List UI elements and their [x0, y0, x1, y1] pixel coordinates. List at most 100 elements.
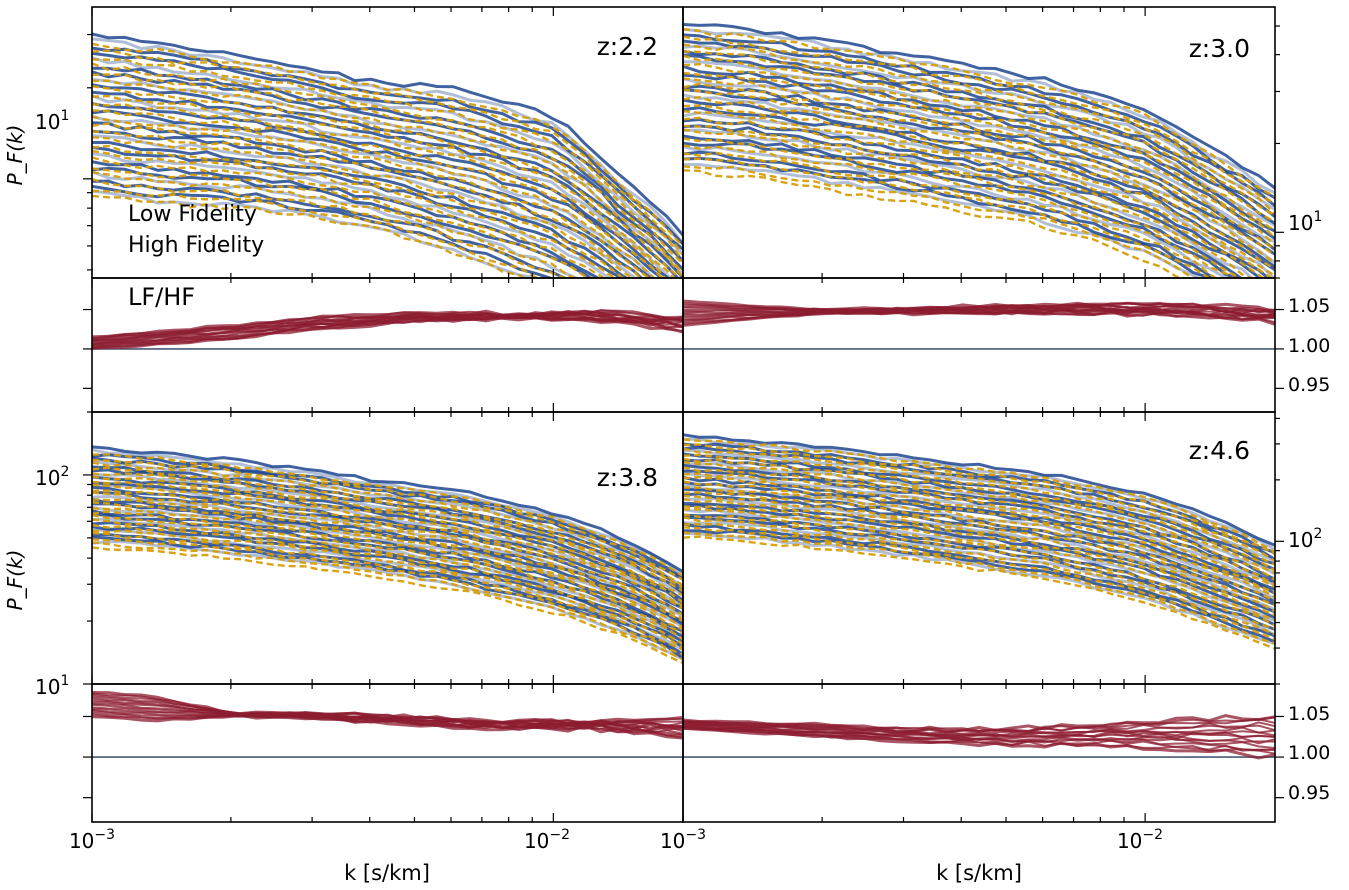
high-fidelity-line-2-7	[683, 124, 1265, 278]
high-fidelity-line-6-15	[683, 466, 1275, 581]
high-fidelity-line-2-19	[683, 43, 1275, 215]
high-fidelity-line-4-19	[92, 461, 683, 587]
low-fidelity-line-6-5	[683, 513, 1275, 627]
high-fidelity-line-6-20	[683, 443, 1275, 556]
xlabel-right: k [s/km]	[936, 861, 1022, 885]
low-fidelity-line-0-8	[92, 140, 629, 278]
ytick-label-10-z30: 101	[1288, 209, 1322, 235]
high-fidelity-line-0-15	[92, 85, 682, 278]
high-fidelity-line-0-18	[92, 62, 683, 265]
low-fidelity-line-0-23	[92, 46, 683, 246]
xtick-label-1e-3-left: 10−3	[69, 827, 115, 853]
high-fidelity-line-2-4	[683, 144, 1236, 278]
ratio-line-1-13	[92, 309, 683, 340]
low-fidelity-line-0-14	[92, 102, 670, 278]
ratio-line-3-15	[683, 299, 1275, 314]
high-fidelity-line-0-14	[92, 94, 676, 278]
high-fidelity-line-6-13	[683, 475, 1275, 589]
high-fidelity-line-4-3	[92, 531, 683, 651]
high-fidelity-line-2-14	[683, 77, 1275, 247]
high-fidelity-line-6-8	[683, 497, 1275, 613]
low-fidelity-line-2-25	[683, 23, 1275, 190]
high-fidelity-line-2-15	[683, 71, 1275, 239]
high-fidelity-line-0-21	[92, 42, 683, 248]
high-fidelity-line-4-12	[92, 491, 683, 617]
plot-area-7	[683, 714, 1275, 760]
high-fidelity-line-6-19	[683, 447, 1275, 563]
high-fidelity-line-4-14	[92, 483, 683, 607]
low-fidelity-line-2-17	[683, 64, 1275, 233]
rtick-095-top: 0.95	[1288, 374, 1330, 396]
ytick-label-100-z46: 102	[1288, 526, 1322, 552]
rtick-095-bottom: 0.95	[1288, 782, 1330, 804]
plot-area-2	[683, 23, 1275, 278]
high-fidelity-line-4-21	[92, 453, 683, 578]
high-fidelity-line-4-10	[92, 501, 683, 623]
low-fidelity-line-2-2	[683, 150, 1218, 278]
high-fidelity-line-0-20	[92, 49, 683, 256]
low-fidelity-line-0-3	[92, 170, 580, 278]
low-fidelity-line-2-3	[683, 145, 1229, 278]
high-fidelity-line-0-11	[92, 115, 656, 278]
high-fidelity-line-2-21	[683, 28, 1275, 198]
low-fidelity-line-0-7	[92, 145, 623, 278]
high-fidelity-line-4-17	[92, 472, 683, 592]
high-fidelity-line-4-7	[92, 514, 683, 635]
low-fidelity-line-2-24	[683, 27, 1275, 195]
low-fidelity-line-6-25	[683, 433, 1275, 547]
high-fidelity-line-6-3	[683, 523, 1275, 636]
high-fidelity-line-4-8	[92, 510, 683, 631]
low-fidelity-line-2-16	[683, 73, 1275, 240]
xlabel-left: k [s/km]	[344, 861, 430, 885]
rtick-100-top: 1.00	[1288, 335, 1330, 357]
high-fidelity-line-2-18	[683, 50, 1275, 218]
high-fidelity-line-0-1	[92, 189, 549, 278]
high-fidelity-line-0-4	[92, 167, 596, 278]
high-fidelity-line-4-5	[92, 523, 683, 645]
panel-label-z30: z:3.0	[1189, 34, 1250, 63]
high-fidelity-line-4-18	[92, 466, 683, 589]
ratio-line-5-8	[92, 702, 683, 731]
high-fidelity-line-0-5	[92, 156, 607, 278]
high-fidelity-line-4-0	[92, 546, 683, 664]
ratio-line-1-15	[92, 309, 683, 339]
high-fidelity-line-0-16	[92, 79, 683, 278]
legend-high-fidelity: High Fidelity	[128, 233, 264, 258]
high-fidelity-line-2-13	[683, 82, 1275, 251]
high-fidelity-line-2-8	[683, 116, 1274, 278]
low-fidelity-line-4-16	[92, 481, 683, 606]
high-fidelity-line-2-17	[683, 54, 1275, 224]
high-fidelity-line-2-9	[683, 110, 1275, 277]
panel-label-z22: z:2.2	[597, 32, 658, 61]
xtick-label-1e-3-right: 10−3	[660, 827, 706, 853]
low-fidelity-line-0-4	[92, 166, 594, 278]
rtick-105-top: 1.05	[1288, 295, 1330, 317]
ytick-label-10-z38: 101	[35, 673, 69, 699]
plot-area-1	[92, 308, 683, 350]
high-fidelity-line-0-10	[92, 122, 651, 278]
low-fidelity-line-0-20	[92, 66, 683, 262]
ytick-label-100-z38: 102	[35, 464, 69, 490]
high-fidelity-line-4-2	[92, 538, 683, 656]
high-fidelity-line-6-1	[683, 531, 1275, 645]
high-fidelity-line-2-20	[683, 35, 1275, 205]
ratio-line-7-5	[683, 725, 1275, 743]
high-fidelity-line-0-9	[92, 130, 642, 278]
high-fidelity-line-0-8	[92, 136, 634, 278]
high-fidelity-line-4-1	[92, 541, 683, 661]
low-fidelity-line-4-14	[92, 485, 683, 610]
low-fidelity-line-2-5	[683, 134, 1244, 278]
high-fidelity-line-6-14	[683, 472, 1275, 586]
plot-area-6	[683, 433, 1275, 650]
rtick-105-bottom: 1.05	[1288, 703, 1330, 725]
high-fidelity-line-2-2	[683, 157, 1212, 278]
high-fidelity-line-0-13	[92, 103, 667, 278]
high-fidelity-line-2-16	[683, 62, 1275, 232]
ylabel-bottom: P_F(k)	[3, 550, 27, 611]
xtick-label-1e-2-left: 10−2	[524, 827, 570, 853]
low-fidelity-line-2-21	[683, 44, 1275, 211]
ylabel-top: P_F(k)	[3, 125, 27, 186]
legend-low-fidelity: Low Fidelity	[128, 202, 257, 227]
panels-layer	[92, 23, 1275, 760]
